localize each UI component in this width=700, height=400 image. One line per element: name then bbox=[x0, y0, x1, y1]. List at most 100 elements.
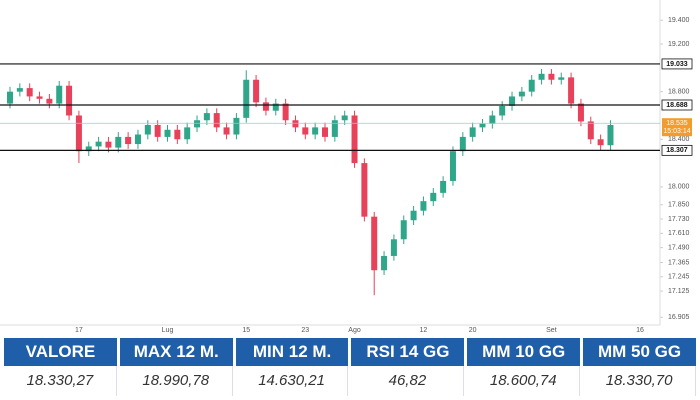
candle-body bbox=[518, 91, 525, 97]
candle-body bbox=[548, 73, 555, 80]
x-tick-label: Set bbox=[546, 327, 557, 334]
candle-body bbox=[449, 151, 456, 181]
candle-body bbox=[371, 216, 378, 271]
header-cell: MIN 12 M. bbox=[235, 338, 349, 366]
candle-body bbox=[7, 91, 13, 104]
value-cell: 18.330,70 bbox=[583, 366, 696, 396]
candle-body bbox=[587, 121, 594, 140]
candle-body bbox=[194, 120, 201, 128]
candle-body bbox=[341, 115, 348, 121]
candle-body bbox=[85, 146, 92, 152]
candle-body bbox=[440, 180, 447, 193]
x-tick-label: 15 bbox=[242, 327, 250, 334]
x-tick-label: 16 bbox=[636, 327, 644, 334]
candle-body bbox=[390, 239, 397, 256]
y-tick-label: 17.490 bbox=[668, 244, 690, 251]
level-label: 18.688 bbox=[666, 102, 688, 109]
y-tick-label: 17.125 bbox=[668, 288, 690, 295]
y-tick-label: 17.850 bbox=[668, 202, 690, 209]
value-cell: 18.990,78 bbox=[120, 366, 233, 396]
candle-body bbox=[312, 127, 319, 135]
candle-body bbox=[144, 125, 151, 135]
candle-body bbox=[322, 127, 328, 137]
header-cell: VALORE bbox=[4, 338, 117, 366]
header-cell: RSI 14 GG bbox=[351, 338, 465, 366]
candle-body bbox=[577, 103, 584, 122]
header-cell: MAX 12 M. bbox=[119, 338, 233, 366]
candle-body bbox=[459, 136, 466, 152]
candle-body bbox=[568, 77, 575, 104]
candle-body bbox=[331, 120, 338, 137]
y-tick-label: 18.800 bbox=[668, 89, 690, 96]
table-header: VALORE MAX 12 M. MIN 12 M. RSI 14 GG MM 10 G… bbox=[4, 338, 696, 366]
y-tick-label: 17.610 bbox=[668, 230, 690, 237]
candle-body bbox=[528, 79, 535, 92]
last-price-box bbox=[662, 118, 692, 137]
candle-body bbox=[243, 79, 250, 118]
candle-body bbox=[381, 255, 388, 271]
candle-body bbox=[134, 134, 141, 145]
candle-body bbox=[597, 139, 604, 146]
candle-body bbox=[203, 113, 210, 121]
candle-body bbox=[115, 136, 122, 148]
y-tick-label: 19.400 bbox=[668, 17, 690, 24]
x-tick-label: 23 bbox=[301, 327, 309, 334]
candle-body bbox=[184, 127, 191, 140]
x-tick-label: 17 bbox=[75, 327, 83, 334]
candle-body bbox=[302, 127, 309, 135]
stats-table: VALORE MAX 12 M. MIN 12 M. RSI 14 GG MM 10 G… bbox=[4, 338, 696, 396]
level-label: 18.307 bbox=[666, 147, 688, 154]
candle-body bbox=[469, 127, 476, 137]
candle-body bbox=[558, 77, 565, 80]
candle-body bbox=[262, 102, 269, 111]
candle-body bbox=[164, 129, 171, 137]
candle-body bbox=[607, 125, 614, 146]
y-tick-label: 17.245 bbox=[668, 274, 690, 281]
level-box bbox=[661, 144, 693, 156]
candle-body bbox=[253, 79, 260, 103]
candle-body bbox=[213, 113, 220, 128]
candle-body bbox=[95, 141, 102, 147]
last-price-label: 18.535 bbox=[666, 120, 688, 127]
header-cell: MM 50 GG bbox=[583, 338, 696, 366]
candle-body bbox=[272, 103, 279, 111]
level-box bbox=[661, 99, 693, 111]
candle-body bbox=[105, 141, 112, 148]
candle-body bbox=[282, 103, 289, 121]
candle-body bbox=[361, 163, 368, 217]
chart: 19.400 19.200 18.800 18.400 18.000 17.850 17.7… bbox=[0, 0, 693, 334]
candle-body bbox=[154, 125, 161, 137]
candle-body bbox=[56, 85, 63, 104]
value-cell: 18.600,74 bbox=[467, 366, 581, 396]
x-tick-label: Lug bbox=[162, 327, 174, 334]
header-cell: MM 10 GG bbox=[467, 338, 581, 366]
candle-body bbox=[489, 115, 496, 124]
value-cell: 46,82 bbox=[351, 366, 465, 396]
candle-body bbox=[400, 220, 407, 240]
y-tick-label: 18.400 bbox=[668, 136, 690, 143]
candle-body bbox=[292, 120, 299, 128]
candle-body bbox=[36, 96, 43, 99]
x-tick-label: 12 bbox=[420, 327, 428, 334]
candle-body bbox=[509, 96, 516, 106]
candle-body bbox=[479, 123, 486, 128]
value-cell: 14.630,21 bbox=[236, 366, 349, 396]
candle-body bbox=[420, 201, 427, 211]
value-cell: 18.330,27 bbox=[4, 366, 117, 396]
candle-body bbox=[233, 117, 240, 135]
candle-body bbox=[26, 88, 33, 97]
candle-body bbox=[223, 127, 230, 135]
y-tick-label: 18.000 bbox=[668, 184, 690, 191]
candle-body bbox=[351, 115, 358, 164]
candle-body bbox=[410, 210, 417, 221]
candle-body bbox=[66, 85, 73, 116]
table-row: 18.330,27 18.990,78 14.630,21 46,82 18.600,7… bbox=[4, 366, 696, 396]
y-tick-label: 17.365 bbox=[668, 259, 690, 266]
candle-body bbox=[499, 105, 506, 116]
y-tick-label: 19.200 bbox=[668, 41, 690, 48]
level-label: 19.033 bbox=[666, 61, 688, 68]
candle-body bbox=[174, 129, 181, 140]
candle-body bbox=[125, 136, 132, 145]
candle-body bbox=[538, 73, 545, 80]
candle-body bbox=[430, 192, 437, 202]
